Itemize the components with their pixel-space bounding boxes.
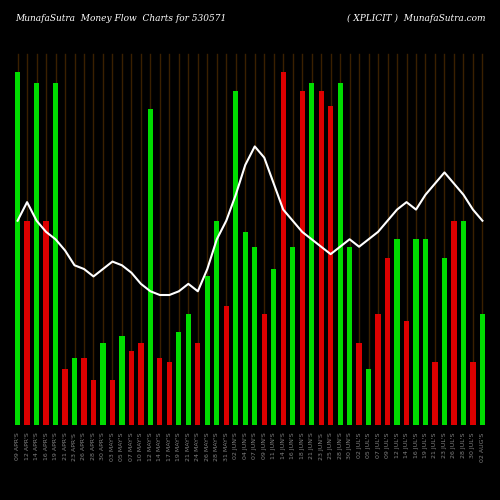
- Bar: [290, 246, 296, 425]
- Bar: [376, 314, 380, 425]
- Bar: [356, 344, 362, 425]
- Bar: [204, 276, 210, 425]
- Bar: [423, 240, 428, 425]
- Bar: [158, 358, 162, 425]
- Bar: [262, 314, 267, 425]
- Bar: [176, 332, 182, 425]
- Bar: [233, 90, 238, 425]
- Bar: [186, 314, 191, 425]
- Bar: [442, 258, 447, 425]
- Bar: [452, 220, 456, 425]
- Bar: [318, 90, 324, 425]
- Bar: [309, 84, 314, 425]
- Bar: [53, 84, 58, 425]
- Bar: [72, 358, 77, 425]
- Text: ( XPLICIT )  MunafaSutra.com: ( XPLICIT ) MunafaSutra.com: [346, 14, 485, 24]
- Bar: [242, 232, 248, 425]
- Bar: [414, 240, 418, 425]
- Bar: [34, 84, 39, 425]
- Bar: [271, 269, 276, 425]
- Bar: [91, 380, 96, 425]
- Bar: [385, 258, 390, 425]
- Bar: [300, 90, 305, 425]
- Bar: [62, 370, 68, 425]
- Bar: [195, 344, 200, 425]
- Bar: [224, 306, 229, 425]
- Bar: [328, 106, 333, 425]
- Bar: [394, 240, 400, 425]
- Bar: [148, 110, 153, 425]
- Bar: [100, 344, 105, 425]
- Bar: [82, 358, 86, 425]
- Bar: [252, 246, 258, 425]
- Bar: [44, 220, 49, 425]
- Bar: [110, 380, 115, 425]
- Bar: [138, 344, 143, 425]
- Bar: [24, 220, 29, 425]
- Bar: [15, 72, 20, 425]
- Bar: [347, 246, 352, 425]
- Bar: [480, 314, 485, 425]
- Bar: [167, 362, 172, 425]
- Bar: [280, 72, 286, 425]
- Bar: [461, 220, 466, 425]
- Bar: [338, 84, 342, 425]
- Bar: [432, 362, 438, 425]
- Bar: [470, 362, 476, 425]
- Bar: [214, 220, 220, 425]
- Text: MunafaSutra  Money Flow  Charts for 530571: MunafaSutra Money Flow Charts for 530571: [15, 14, 226, 24]
- Bar: [129, 350, 134, 425]
- Bar: [120, 336, 124, 425]
- Bar: [404, 321, 409, 425]
- Bar: [366, 370, 371, 425]
